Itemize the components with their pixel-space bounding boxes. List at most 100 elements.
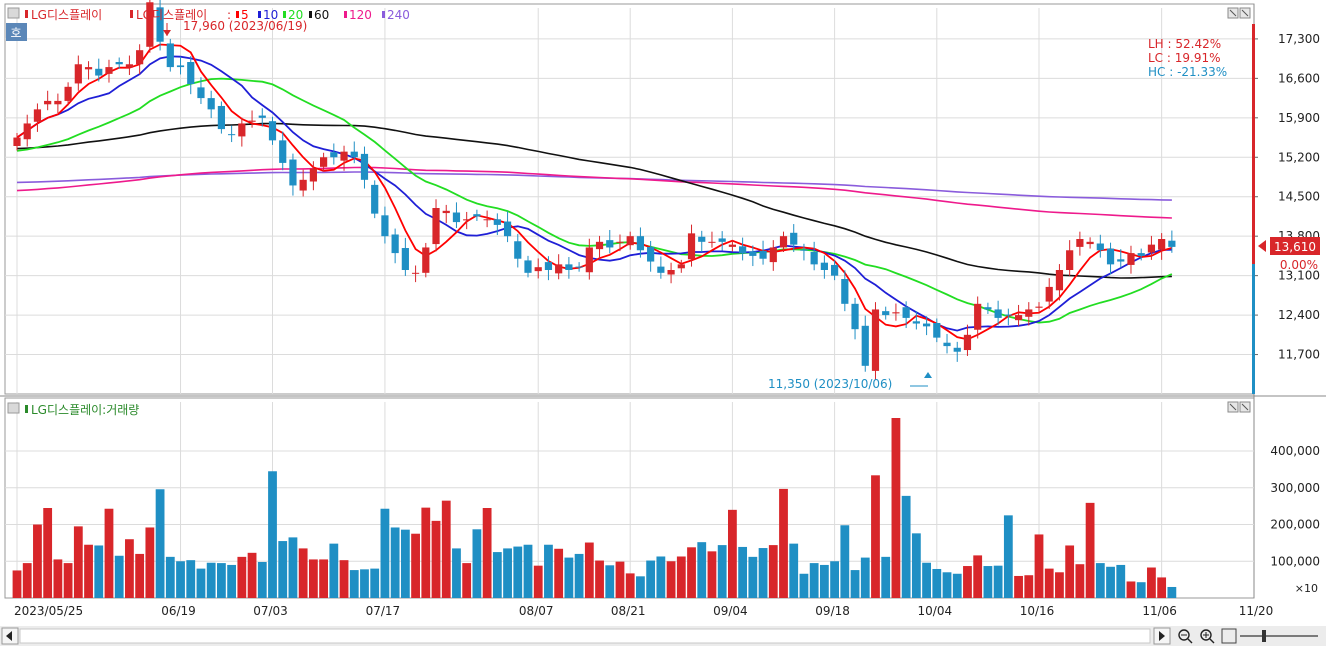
volume-bar (1167, 586, 1177, 598)
range-bar-down (1252, 264, 1255, 394)
volume-bar (339, 560, 349, 598)
candle-body (636, 236, 645, 251)
candle-body (289, 159, 297, 186)
volume-bar (349, 570, 359, 598)
volume-bar (400, 529, 410, 598)
candle-body (125, 64, 134, 68)
candle-body (1055, 270, 1064, 291)
volume-bar (196, 568, 206, 598)
candle-body (698, 236, 706, 242)
volume-bar (1147, 567, 1156, 598)
volume-bar (33, 524, 42, 598)
candle-body (166, 43, 174, 68)
volume-bar (360, 569, 369, 598)
candle-body (330, 152, 338, 158)
volume-bar (564, 557, 574, 598)
scroll-track[interactable] (19, 628, 1151, 644)
candle-body (248, 120, 256, 122)
candle-body (320, 157, 328, 167)
stat-lh: LH : 52.42% (1148, 37, 1221, 51)
volume-bar (22, 563, 32, 598)
candle-body (820, 262, 828, 270)
volume-bar (482, 508, 492, 598)
volume-bar (472, 529, 482, 598)
candle-body (279, 140, 287, 163)
volume-bar (1116, 564, 1126, 598)
volume-panel-title: LG디스플레이:거래량 (31, 403, 139, 417)
candle-body (1004, 314, 1012, 316)
volume-bar (155, 489, 165, 598)
legend-ma-period-240: 240 (387, 8, 410, 22)
volume-bar (176, 561, 185, 598)
zoom-out-icon[interactable] (1178, 629, 1190, 641)
zoom-in-icon[interactable] (1200, 629, 1212, 641)
legend-ma-period-5: 5 (241, 8, 249, 22)
price-tick-label: 12,400 (1278, 308, 1320, 322)
column-toggle-icon[interactable] (1221, 628, 1237, 644)
candle-body (13, 137, 21, 146)
volume-bar (799, 573, 809, 598)
volume-bar (1024, 575, 1034, 598)
volume-tick-label: 400,000 (1270, 444, 1320, 458)
panel-button-glyph (1241, 403, 1249, 411)
candle-body (411, 272, 420, 274)
candle-body (667, 270, 675, 275)
candle-body (1025, 309, 1033, 317)
candle-body (156, 7, 164, 42)
candle-body (391, 234, 399, 254)
volume-legend-swatch (25, 405, 28, 413)
candle-body (1096, 243, 1104, 251)
candle-body (299, 179, 307, 191)
volume-bar (1055, 572, 1064, 598)
price-tick-label: 17,300 (1278, 32, 1320, 46)
candle-body (473, 214, 481, 217)
zoom-handle (1187, 638, 1193, 644)
volume-bar (963, 566, 972, 598)
candle-body (544, 262, 553, 270)
x-tick-label: 09/04 (713, 604, 748, 618)
price-panel-menu-icon[interactable] (7, 7, 20, 19)
volume-bar (421, 507, 431, 598)
panel-button-glyph (1229, 9, 1237, 17)
candle-body (728, 244, 736, 247)
candle-body (677, 264, 685, 269)
candle-body (810, 251, 818, 265)
volume-bar (492, 552, 502, 598)
volume-bar (809, 563, 819, 598)
corner-badge-box[interactable] (6, 23, 27, 41)
candle-body (1066, 250, 1074, 270)
volume-panel-menu-icon[interactable] (7, 402, 20, 414)
volume-bar (227, 564, 237, 598)
ma120-line (16, 166, 1172, 219)
volume-bar (257, 562, 267, 598)
legend-ma-swatch-20 (283, 11, 286, 18)
volume-bar (1044, 568, 1054, 598)
volume-tick-label: 200,000 (1270, 518, 1320, 532)
candle-body (687, 233, 696, 260)
volume-bar (12, 570, 22, 598)
volume-bar (891, 418, 901, 598)
x-tick-label: 07/17 (366, 604, 401, 618)
candle-body (595, 241, 604, 250)
candle-body (483, 219, 491, 221)
candle-body (350, 151, 358, 158)
volume-bar (1126, 581, 1136, 598)
candle-body (943, 342, 951, 347)
high-marker-arrow (163, 30, 171, 36)
legend-ma-swatch (130, 10, 133, 18)
candle-body (953, 347, 961, 352)
volume-bar (574, 553, 584, 598)
candle-body (779, 236, 788, 248)
legend-ma-period-120: 120 (349, 8, 372, 22)
candle-body (23, 123, 31, 140)
candle-body (749, 251, 757, 256)
volume-bar (697, 542, 707, 598)
x-tick-label: 08/21 (611, 604, 646, 618)
volume-bar (186, 560, 196, 598)
candle-body (585, 247, 593, 273)
zoom-slider-thumb[interactable] (1262, 630, 1266, 642)
volume-bar (993, 565, 1003, 598)
candle-body (146, 2, 154, 47)
candle-body (84, 67, 93, 70)
